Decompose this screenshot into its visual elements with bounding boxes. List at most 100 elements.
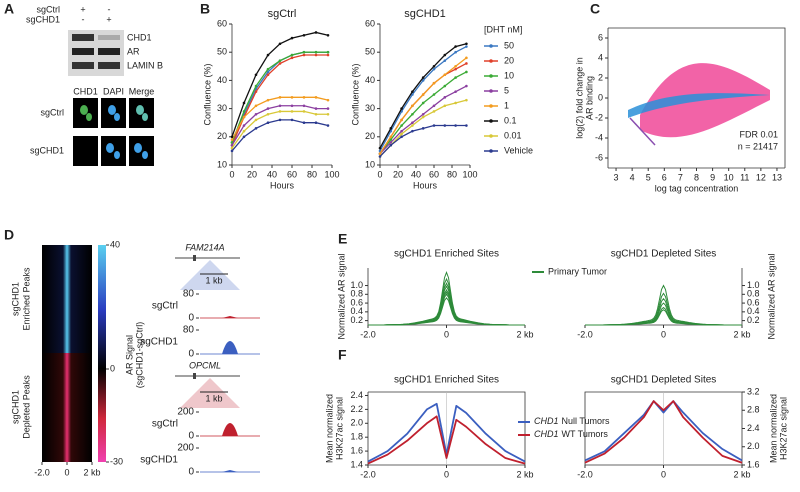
growth-point — [465, 45, 468, 48]
signal-profile — [367, 415, 526, 465]
heatmap-enriched — [42, 245, 92, 353]
y-tick-label: 60 — [365, 18, 375, 28]
growth-point — [290, 104, 294, 108]
legend-swatch — [489, 59, 493, 63]
axis — [608, 27, 786, 168]
growth-point — [266, 73, 270, 77]
y-tick-label: 1.4 — [350, 459, 363, 469]
axis — [368, 391, 526, 465]
legend-label: CHD1 WT Tumors — [534, 429, 608, 439]
signal-profile — [585, 302, 742, 326]
axis — [584, 391, 742, 465]
sign: + — [106, 14, 111, 24]
panel-letter: D — [4, 227, 14, 243]
growth-point — [465, 98, 468, 102]
x-tick-label: -2.0 — [360, 469, 376, 479]
growth-point — [266, 98, 270, 102]
y-tick-label: 40 — [365, 75, 375, 85]
x-tick-label: 40 — [267, 169, 277, 179]
x-tick-label: 11 — [740, 172, 749, 182]
growth-point — [432, 124, 436, 127]
ma-tail — [629, 117, 656, 146]
y-tick-label: 0.2 — [350, 315, 363, 325]
growth-point — [302, 104, 306, 108]
growth-point — [454, 124, 457, 127]
x-tick-label: 3 — [614, 172, 619, 182]
y-tick-label: 1.6 — [747, 459, 760, 469]
growth-point — [326, 98, 330, 102]
growth-point — [411, 104, 414, 108]
y-tick-label: 0.8 — [747, 289, 760, 299]
signal-profile — [368, 296, 525, 326]
band-label: CHD1 — [127, 32, 152, 42]
panel-letter: A — [4, 1, 14, 17]
signal-profile — [585, 309, 742, 326]
track-tick-label: 80 — [183, 289, 195, 300]
growth-point — [465, 42, 468, 46]
group-label: sgCHD1 — [10, 282, 20, 316]
growth-point — [254, 112, 258, 116]
legend-swatch — [489, 149, 493, 153]
growth-point — [266, 112, 270, 116]
x-tick-label: 80 — [307, 169, 317, 179]
growth-point — [411, 90, 414, 93]
growth-point — [465, 124, 468, 127]
y-tick-label: 30 — [365, 103, 375, 113]
band — [72, 48, 94, 55]
band — [72, 62, 94, 69]
y-tick-label: 1.0 — [747, 280, 760, 290]
micrographs — [73, 98, 154, 166]
image-row-label: sgCtrl — [40, 107, 64, 117]
legend-label: 50 — [504, 40, 514, 50]
signal-profile — [368, 270, 525, 326]
growth-point — [314, 50, 318, 54]
y-axis-label: log(2) fold change in — [574, 57, 584, 139]
legend-label: 1 — [504, 100, 509, 110]
growth-line — [379, 45, 467, 152]
growth-point — [421, 93, 425, 96]
band — [98, 48, 120, 55]
x-axis-label: log tag concentration — [655, 183, 739, 193]
gene-exon — [193, 255, 196, 261]
panel-letter: B — [200, 1, 210, 17]
y-tick-label: 2.4 — [747, 423, 760, 433]
track-tick-label: 0 — [188, 467, 194, 478]
growth-point — [411, 124, 414, 127]
growth-point — [254, 118, 258, 122]
growth-point — [278, 118, 282, 122]
growth-point — [278, 59, 282, 62]
legend-swatch — [489, 44, 493, 48]
y-tick-label: 2 — [598, 72, 603, 82]
growth-point — [278, 96, 282, 99]
signal-profile — [585, 284, 742, 326]
growth-point — [290, 53, 294, 57]
y-tick-label: 1.0 — [350, 280, 363, 290]
y-tick-label: 6 — [598, 32, 603, 42]
growth-point — [421, 76, 425, 79]
band — [72, 34, 94, 41]
growth-point — [242, 101, 246, 105]
growth-point — [432, 93, 436, 96]
x-tick-label: 2 kb — [516, 469, 533, 479]
growth-point — [421, 79, 425, 82]
growth-point — [411, 129, 414, 133]
x-tick-label: 40 — [411, 169, 421, 179]
growth-point — [242, 129, 246, 133]
sample-label: sgCtrl — [152, 301, 178, 312]
legend-text: WT Tumors — [562, 429, 609, 439]
growth-point — [278, 104, 282, 108]
x-tick-label: 12 — [756, 172, 766, 182]
gene-exon — [193, 373, 196, 379]
y-tick-label: 0 — [598, 92, 603, 102]
scale-bar-label: 1 kb — [205, 393, 222, 403]
growth-point — [290, 56, 294, 60]
growth-point — [465, 62, 468, 65]
legend-swatch — [489, 104, 493, 108]
growth-point — [302, 50, 306, 54]
legend-text: Null Tumors — [562, 416, 611, 426]
x-tick-label: 0 — [444, 329, 449, 339]
y-tick-label: 2.2 — [350, 404, 363, 414]
growth-point — [454, 90, 457, 93]
growth-point — [326, 124, 330, 127]
